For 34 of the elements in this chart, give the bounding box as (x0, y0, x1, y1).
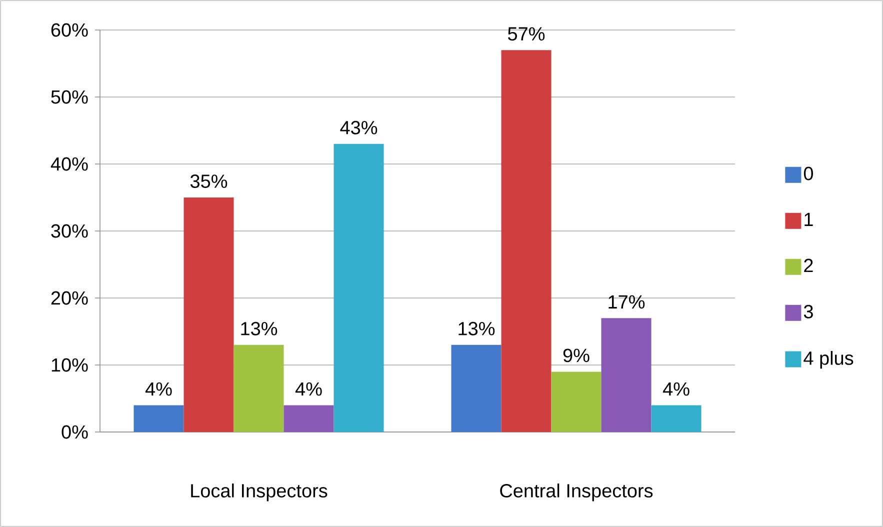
data-label: 13% (241, 322, 278, 336)
data-label: 13% (458, 322, 495, 336)
data-label: 43% (340, 120, 378, 134)
x-tick-label: Central Inspectors (500, 484, 653, 502)
y-tick-label: 60% (51, 23, 88, 37)
bar (334, 144, 384, 432)
legend-label: 3 (804, 304, 813, 318)
bar (551, 372, 602, 432)
data-label: 35% (190, 174, 228, 188)
y-tick-label: 20% (51, 291, 88, 305)
bar (601, 318, 652, 432)
data-label: 4% (295, 382, 322, 396)
legend-label: 1 (804, 212, 813, 226)
bar (284, 405, 334, 432)
bar (501, 50, 552, 432)
data-label: 57% (508, 27, 545, 41)
legend-label: 0 (804, 166, 814, 180)
data-label: 4% (662, 382, 690, 396)
legend-label: 2 (804, 258, 813, 272)
data-label: 17% (608, 295, 645, 309)
y-tick-label: 50% (51, 90, 88, 104)
bar (134, 405, 184, 432)
bar (651, 405, 702, 432)
y-tick-label: 10% (52, 358, 88, 372)
x-tick-label: Local Inspectors (191, 484, 328, 502)
data-label: 9% (563, 348, 590, 362)
bar (234, 344, 284, 432)
y-tick-label: 0% (62, 425, 88, 439)
y-tick-label: 40% (50, 157, 88, 171)
legend-label: 4 plus (804, 350, 854, 369)
bar (451, 344, 502, 432)
data-label: 4% (145, 382, 172, 396)
bar (184, 198, 234, 432)
y-tick-label: 30% (51, 224, 88, 238)
